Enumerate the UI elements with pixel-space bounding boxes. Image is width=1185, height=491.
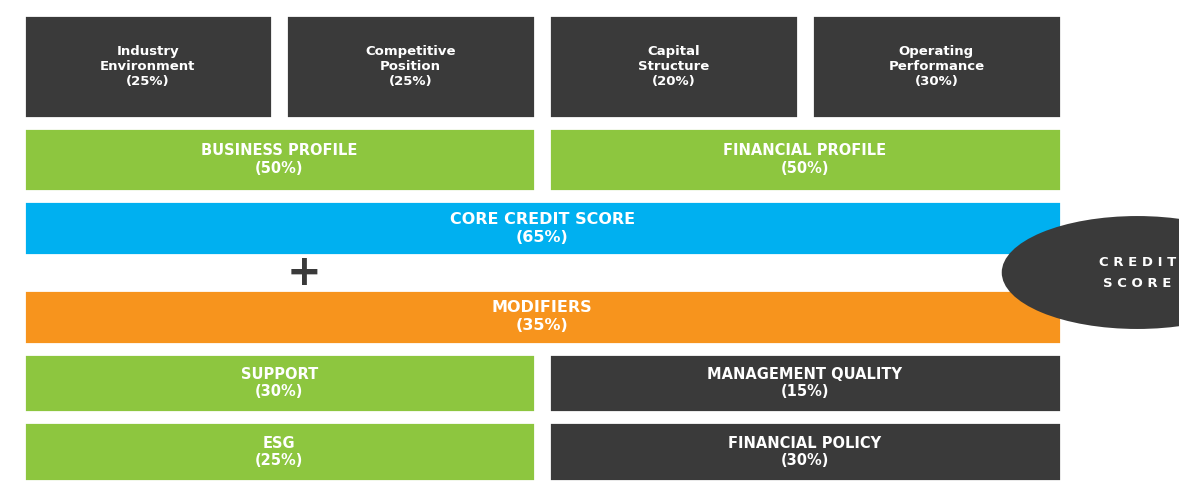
Text: C R E D I T
S C O R E: C R E D I T S C O R E [1098,255,1176,290]
Text: Industry
Environment
(25%): Industry Environment (25%) [101,45,196,88]
FancyBboxPatch shape [549,15,798,118]
FancyBboxPatch shape [549,422,1061,481]
Text: FINANCIAL POLICY
(30%): FINANCIAL POLICY (30%) [729,436,882,468]
FancyBboxPatch shape [24,422,536,481]
Text: Competitive
Position
(25%): Competitive Position (25%) [365,45,456,88]
Text: SUPPORT
(30%): SUPPORT (30%) [241,367,318,399]
Text: MANAGEMENT QUALITY
(15%): MANAGEMENT QUALITY (15%) [707,367,903,399]
FancyBboxPatch shape [549,128,1061,191]
Circle shape [1001,216,1185,329]
FancyBboxPatch shape [287,15,536,118]
Text: Capital
Structure
(20%): Capital Structure (20%) [638,45,709,88]
FancyBboxPatch shape [24,354,536,412]
FancyBboxPatch shape [812,15,1061,118]
Polygon shape [1090,246,1164,300]
FancyBboxPatch shape [24,201,1061,255]
Text: CORE CREDIT SCORE
(65%): CORE CREDIT SCORE (65%) [449,212,635,245]
FancyBboxPatch shape [24,15,273,118]
Text: BUSINESS PROFILE
(50%): BUSINESS PROFILE (50%) [201,143,358,176]
Text: FINANCIAL PROFILE
(50%): FINANCIAL PROFILE (50%) [723,143,886,176]
FancyBboxPatch shape [24,128,536,191]
Text: Operating
Performance
(30%): Operating Performance (30%) [889,45,985,88]
Text: MODIFIERS
(35%): MODIFIERS (35%) [492,300,592,333]
FancyBboxPatch shape [549,354,1061,412]
Text: ESG
(25%): ESG (25%) [255,436,303,468]
FancyBboxPatch shape [24,290,1061,344]
Text: +: + [287,251,321,294]
